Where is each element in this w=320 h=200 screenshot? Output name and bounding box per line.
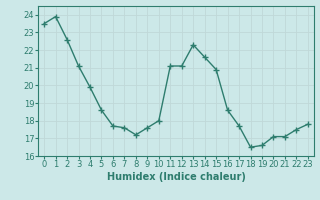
- X-axis label: Humidex (Indice chaleur): Humidex (Indice chaleur): [107, 172, 245, 182]
